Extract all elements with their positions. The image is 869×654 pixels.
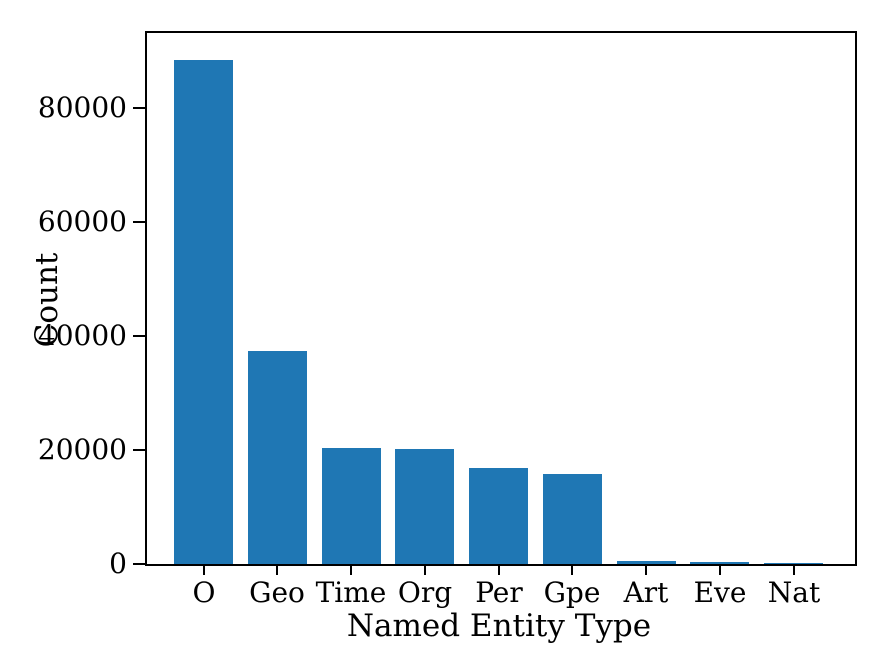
bar-nat	[764, 563, 823, 564]
y-tick-label: 60000	[37, 205, 127, 238]
x-tick-mark	[350, 564, 352, 575]
bar-per	[469, 468, 528, 564]
x-tick-label-per: Per	[475, 576, 523, 609]
bar-gpe	[542, 474, 602, 564]
x-tick-label-eve: Eve	[693, 576, 747, 609]
x-tick-mark	[793, 564, 795, 575]
x-tick-label-gpe: Gpe	[543, 576, 601, 609]
bar-time	[321, 448, 381, 564]
x-tick-mark	[571, 564, 573, 575]
x-tick-mark	[498, 564, 500, 575]
x-tick-mark	[645, 564, 647, 575]
x-tick-mark	[719, 564, 721, 575]
bars-container	[147, 33, 855, 564]
bar-eve	[690, 562, 750, 564]
x-tick-label-art: Art	[623, 576, 669, 609]
x-tick-mark	[203, 564, 205, 575]
y-tick-label: 40000	[37, 319, 127, 352]
x-axis-label: Named Entity Type	[346, 608, 652, 644]
y-tick-label: 80000	[37, 91, 127, 124]
x-tick-label-geo: Geo	[249, 576, 305, 609]
x-tick-label-time: Time	[315, 576, 387, 609]
bar-org	[395, 449, 455, 564]
bar-geo	[247, 351, 307, 564]
x-tick-label-o: O	[192, 576, 216, 609]
y-tick-mark	[133, 335, 145, 337]
y-tick-mark	[133, 563, 145, 565]
plot-area	[145, 31, 857, 566]
y-tick-mark	[133, 221, 145, 223]
y-tick-mark	[133, 449, 145, 451]
bar-o	[174, 60, 233, 564]
x-tick-mark	[276, 564, 278, 575]
x-tick-label-nat: Nat	[767, 576, 821, 609]
bar-art	[616, 561, 676, 564]
y-tick-mark	[133, 107, 145, 109]
x-tick-label-org: Org	[397, 576, 453, 609]
x-tick-mark	[424, 564, 426, 575]
y-tick-label: 20000	[37, 433, 127, 466]
y-tick-label: 0	[109, 547, 127, 580]
